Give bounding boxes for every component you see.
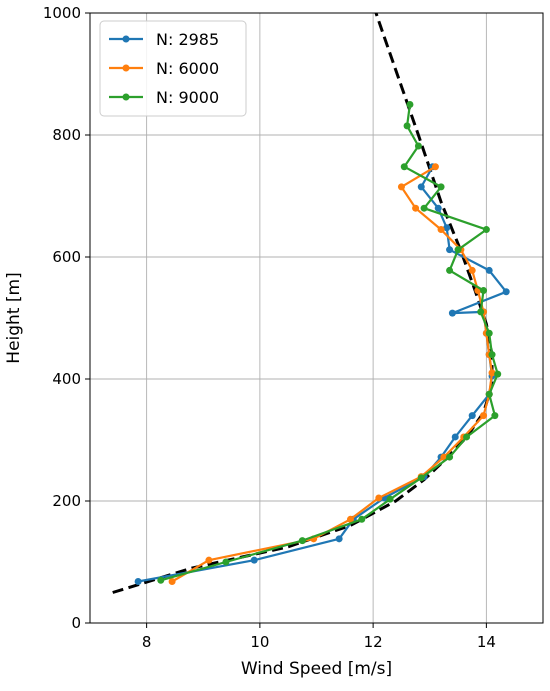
data-point xyxy=(375,494,383,502)
data-point xyxy=(488,351,496,359)
data-point xyxy=(480,287,488,295)
data-point xyxy=(222,558,230,566)
legend-box xyxy=(99,20,247,117)
data-point xyxy=(250,556,258,564)
data-point xyxy=(406,101,414,108)
data-point xyxy=(485,390,493,398)
x-tick-label: 10 xyxy=(250,633,269,651)
data-point xyxy=(386,495,394,503)
data-point xyxy=(403,122,411,130)
data-point xyxy=(485,266,493,274)
data-point xyxy=(485,329,493,337)
x-tick-label: 12 xyxy=(364,633,383,651)
data-point xyxy=(437,183,445,191)
y-tick-label: 800 xyxy=(52,126,81,144)
x-axis-label: Wind Speed [m/s] xyxy=(241,659,392,679)
data-point xyxy=(451,433,459,441)
data-point xyxy=(134,578,142,586)
data-point xyxy=(446,453,454,461)
data-point xyxy=(494,370,502,378)
data-point xyxy=(417,183,425,191)
data-point xyxy=(157,576,165,584)
data-point xyxy=(205,556,213,564)
legend-label: N: 2985 xyxy=(156,30,219,49)
x-tick-label: 14 xyxy=(477,633,496,651)
data-point xyxy=(434,204,442,212)
plot-frame xyxy=(89,12,544,624)
data-point xyxy=(400,163,408,171)
data-point xyxy=(431,163,439,171)
x-tick-label: 8 xyxy=(142,633,152,651)
data-point xyxy=(477,308,485,316)
data-point xyxy=(448,309,456,317)
data-point xyxy=(454,246,462,254)
series-3 xyxy=(157,101,502,584)
ticks: 8 10 12 14 0 200 400 600 800 1000 xyxy=(43,4,496,651)
data-point xyxy=(446,246,454,254)
series-line xyxy=(160,104,499,582)
series-layer xyxy=(134,101,510,586)
y-tick-label: 600 xyxy=(52,248,81,266)
y-tick-label: 400 xyxy=(52,370,81,388)
data-point xyxy=(168,578,176,586)
data-point xyxy=(488,369,496,377)
data-point xyxy=(468,266,476,274)
legend-swatch-marker xyxy=(122,64,130,72)
y-tick-label: 1000 xyxy=(43,4,81,22)
data-point xyxy=(480,412,488,420)
data-point xyxy=(468,412,476,420)
legend-label: N: 6000 xyxy=(156,59,219,78)
data-point xyxy=(491,412,499,420)
y-tick-label: 0 xyxy=(71,614,81,632)
data-point xyxy=(346,515,354,523)
data-point xyxy=(482,226,490,234)
data-point xyxy=(298,537,306,545)
data-point xyxy=(412,204,420,212)
y-axis-label: Height [m] xyxy=(4,272,24,363)
data-point xyxy=(414,142,422,150)
legend-label: N: 9000 xyxy=(156,88,219,107)
data-point xyxy=(397,183,405,191)
data-point xyxy=(420,204,428,212)
legend-swatch-marker xyxy=(122,35,130,43)
data-point xyxy=(463,433,471,441)
data-point xyxy=(502,288,510,296)
data-point xyxy=(335,535,343,543)
data-point xyxy=(417,474,425,482)
legend: N: 2985 N: 6000 N: 9000 xyxy=(99,20,247,117)
data-point xyxy=(358,515,366,523)
data-point xyxy=(437,226,445,234)
y-tick-label: 200 xyxy=(52,492,81,510)
legend-swatch-marker xyxy=(122,93,130,101)
data-point xyxy=(446,266,454,274)
data-point xyxy=(443,224,451,232)
